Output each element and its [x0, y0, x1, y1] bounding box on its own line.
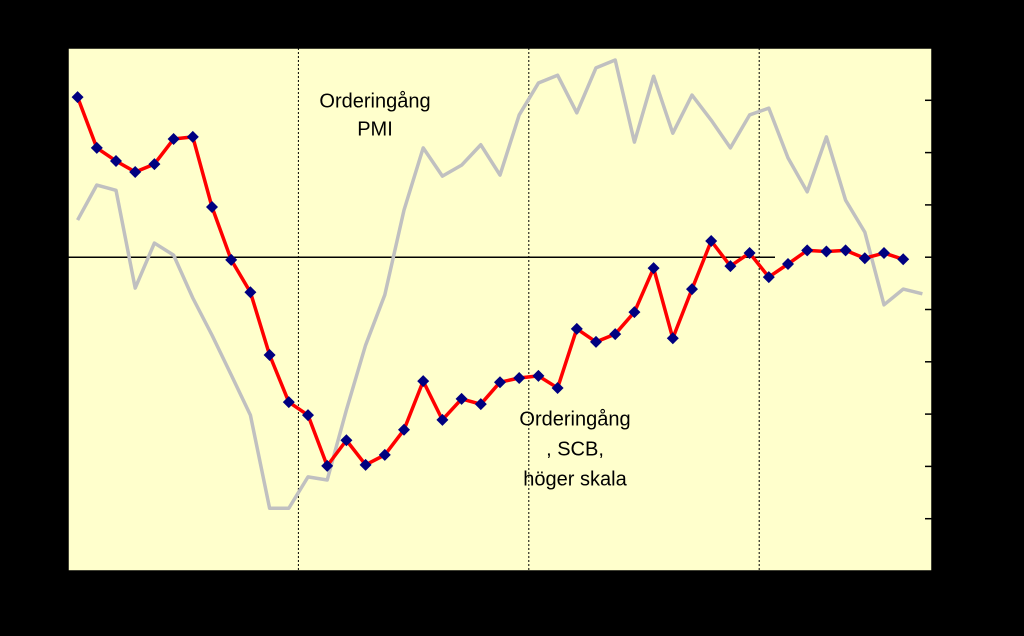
marker: [148, 158, 161, 171]
x-tick-label: 23.5: [509, 577, 548, 599]
marker: [858, 252, 871, 265]
x-tick-label: 35.5: [740, 577, 779, 599]
marker: [321, 459, 334, 472]
y-tick-label: -1: [940, 298, 958, 320]
marker: [724, 260, 737, 273]
annotation: , SCB,: [546, 438, 604, 460]
marker: [378, 448, 391, 461]
marker: [436, 413, 449, 426]
y-tick-label: -2: [940, 350, 958, 372]
marker: [302, 409, 314, 422]
y-tick-label: 2: [940, 141, 951, 163]
marker: [206, 200, 218, 213]
marker: [167, 133, 180, 146]
y-tick-label: 3: [940, 89, 951, 111]
plot-area: [67, 47, 933, 572]
marker: [417, 375, 430, 388]
marker: [705, 234, 718, 247]
marker: [225, 253, 238, 266]
marker: [494, 376, 506, 389]
marker: [90, 141, 103, 154]
marker: [513, 372, 526, 385]
annotation: PMI: [357, 118, 393, 140]
marker: [263, 349, 276, 362]
marker: [398, 423, 410, 436]
marker: [455, 392, 468, 405]
marker: [801, 244, 814, 257]
marker: [762, 271, 775, 284]
marker: [551, 381, 564, 394]
marker: [282, 396, 295, 409]
marker: [570, 322, 583, 335]
annotation: Orderingång: [519, 408, 630, 430]
marker: [186, 130, 199, 143]
marker: [878, 247, 890, 260]
marker: [532, 369, 545, 382]
annotation: Orderingång: [319, 90, 430, 112]
marker: [647, 262, 660, 275]
marker: [686, 283, 698, 296]
marker: [609, 328, 622, 341]
y-tick-label: -4: [940, 455, 958, 477]
y-tick-label: 1: [940, 193, 951, 215]
marker: [71, 91, 84, 104]
marker: [359, 458, 372, 471]
marker: [474, 398, 487, 411]
marker: [590, 335, 602, 348]
y-tick-label: 0: [940, 245, 951, 267]
marker: [782, 257, 794, 270]
series-line: [75, 96, 904, 468]
marker: [628, 306, 641, 319]
y-tick-label: -5: [940, 507, 958, 529]
y-tick-label: -3: [940, 402, 958, 424]
series-line: [76, 58, 923, 510]
marker: [110, 154, 122, 167]
marker: [897, 253, 910, 266]
marker: [129, 165, 142, 178]
marker: [666, 332, 679, 345]
marker: [839, 244, 852, 257]
marker: [244, 286, 257, 299]
x-tick-label: 11.5: [280, 577, 317, 599]
marker: [743, 247, 756, 260]
marker: [340, 434, 353, 447]
marker: [820, 245, 833, 258]
annotation: höger skala: [523, 468, 627, 490]
